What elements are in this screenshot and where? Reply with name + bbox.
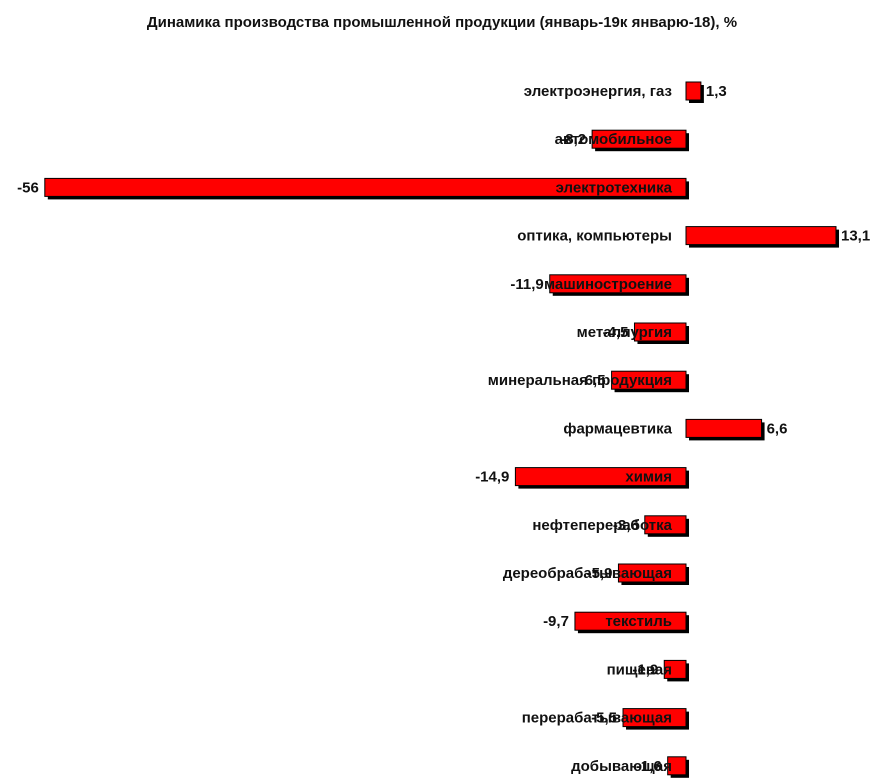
category-label-металлургия: металлургия — [577, 324, 672, 341]
bars-layer — [44, 81, 839, 778]
bar-15 — [667, 756, 687, 776]
value-label-2: -8,2 — [560, 131, 586, 148]
bar-13 — [663, 659, 687, 679]
bar-7 — [611, 370, 687, 390]
bar-1 — [685, 81, 702, 101]
value-label-12: -9,7 — [543, 613, 569, 630]
category-label-минеральная-продукция: минеральная продукция — [488, 372, 672, 389]
bar-10 — [644, 515, 687, 535]
bar-8 — [685, 418, 763, 438]
category-label-добывающая: добывающая — [571, 758, 672, 775]
bar-3 — [44, 177, 687, 197]
value-label-15: -1,6 — [636, 758, 662, 775]
category-label-нефтепереработка: нефтепереработка — [532, 517, 672, 534]
bar-12 — [574, 611, 687, 631]
category-label-пищевая: пищевая — [607, 661, 672, 678]
bar-14 — [622, 708, 687, 728]
value-label-4: 13,1 — [841, 228, 870, 245]
value-label-6: -4,5 — [603, 324, 629, 341]
category-label-фармацевтика: фармацевтика — [563, 420, 672, 437]
bar-6 — [633, 322, 687, 342]
category-label-перерабатывающая: перерабатывающая — [522, 710, 672, 727]
bar-5 — [549, 274, 687, 294]
value-label-11: -5,9 — [587, 565, 613, 582]
value-label-1: 1,3 — [706, 83, 727, 100]
bar-9 — [514, 467, 687, 487]
category-label-электротехника: электротехника — [556, 179, 673, 196]
bar-4 — [685, 226, 837, 246]
value-label-8: 6,6 — [767, 420, 788, 437]
chart-title: Динамика производства промышленной проду… — [146, 14, 738, 31]
category-label-электроэнергия-газ: электроэнергия, газ — [524, 83, 672, 100]
category-label-текстиль: текстиль — [605, 613, 672, 630]
category-label-дереобрабатывающая: дереобрабатывающая — [503, 565, 672, 582]
value-label-5: -11,9 — [510, 276, 543, 293]
labels-layer: электроэнергия, газ 1,3 автомобильное-8,2 э… — [17, 83, 870, 775]
value-label-3: -56 — [17, 179, 39, 196]
category-label-автомобильное: автомобильное — [555, 131, 672, 148]
value-label-10: -3,6 — [613, 517, 639, 534]
category-label-оптика-компьютеры: оптика, компьютеры — [517, 228, 672, 245]
bar-11 — [617, 563, 687, 583]
value-label-13: -1,9 — [632, 661, 658, 678]
bar-2 — [591, 129, 687, 149]
value-label-14: -5,5 — [591, 710, 617, 727]
value-label-7: -6,5 — [580, 372, 606, 389]
category-label-химия: химия — [625, 469, 672, 486]
value-label-9: -14,9 — [475, 469, 509, 486]
category-label-машиностроение: машиностроение — [544, 276, 672, 293]
